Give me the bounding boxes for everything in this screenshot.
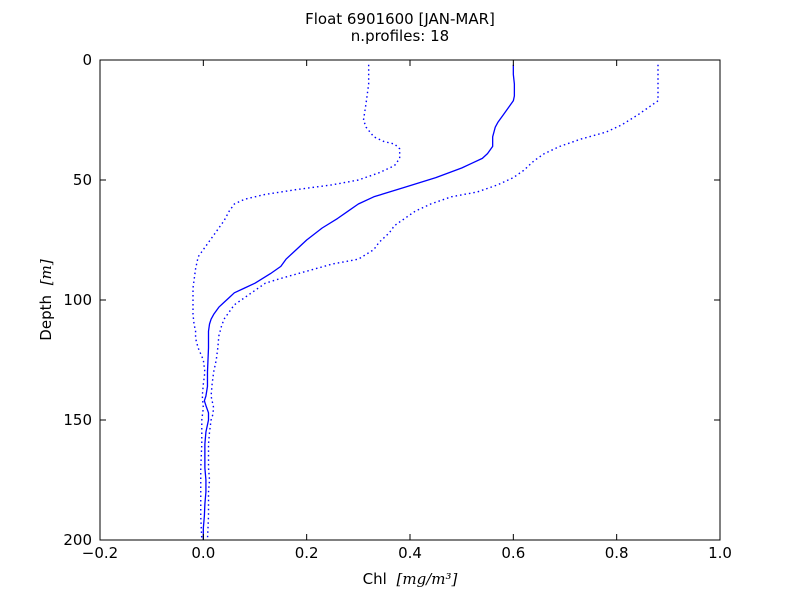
x-tick-label: 0.2 xyxy=(295,544,319,562)
y-tick-label: 0 xyxy=(82,51,92,69)
y-tick-label: 100 xyxy=(63,291,92,309)
y-axis-label: Depth [m] xyxy=(37,259,55,341)
x-axis-label: Chl [mg/m³] xyxy=(363,570,458,588)
mean-profile-line xyxy=(202,64,516,540)
x-axis-label-name: Chl xyxy=(363,570,387,588)
x-tick-label: 0.8 xyxy=(605,544,629,562)
x-axis: −0.2 0.0 0.2 0.4 0.6 0.8 1.0 xyxy=(82,60,732,562)
x-axis-label-unit: [mg/m³] xyxy=(397,570,458,588)
y-tick-label: 150 xyxy=(63,411,92,429)
x-tick-label: 0.6 xyxy=(501,544,525,562)
y-axis-label-name: Depth xyxy=(37,295,55,341)
chart-title: Float 6901600 [JAN-MAR] xyxy=(305,10,495,28)
x-tick-label: 0.4 xyxy=(398,544,422,562)
x-tick-label: 1.0 xyxy=(708,544,732,562)
x-tick-label: 0.0 xyxy=(191,544,215,562)
y-tick-label: 200 xyxy=(63,531,92,549)
series-layer xyxy=(192,64,659,541)
y-axis: 0 50 100 150 200 xyxy=(63,51,720,549)
chart-subtitle: n.profiles: 18 xyxy=(351,27,449,45)
y-axis-label-unit: [m] xyxy=(37,259,55,285)
x-tick-label: −0.2 xyxy=(82,544,118,562)
y-tick-label: 50 xyxy=(73,171,92,189)
